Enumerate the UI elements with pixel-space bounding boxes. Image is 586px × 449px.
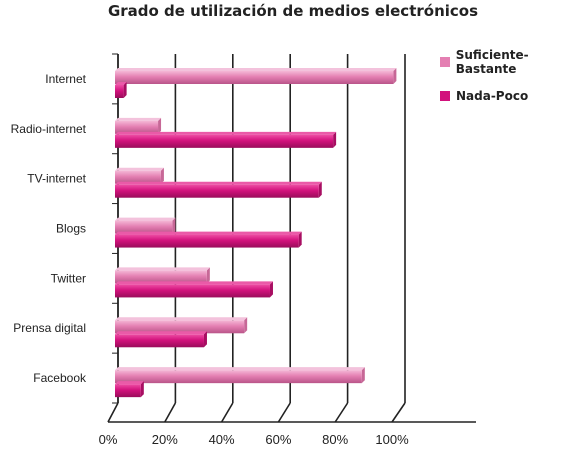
x-tick-label: 80%	[322, 432, 348, 447]
category-label: Radio-internet	[11, 122, 87, 136]
bar-nada-poco	[115, 234, 299, 248]
bar-top	[115, 117, 162, 121]
floor-line-1	[164, 402, 177, 423]
bar-top	[115, 381, 144, 385]
floor-line-4	[334, 402, 349, 423]
bar-cap	[203, 331, 207, 348]
legend-item-suficiente-bastante: Suficiente-Bastante	[440, 48, 586, 76]
bar-suficiente-bastante	[115, 270, 207, 284]
bar-suficiente-bastante	[115, 320, 245, 334]
x-tick-label: 60%	[265, 432, 291, 447]
legend: Suficiente-Bastante Nada-Poco	[440, 48, 586, 120]
bar-top	[115, 82, 127, 85]
bar-top	[115, 68, 397, 71]
bar-nada-poco	[115, 334, 204, 348]
legend-label-suficiente-bastante: Suficiente-Bastante	[455, 48, 529, 76]
bar-cap	[206, 267, 210, 284]
category-label: Twitter	[51, 271, 86, 285]
floor-line-5	[391, 402, 406, 423]
category-label: Blogs	[56, 222, 86, 236]
bar-nada-poco	[115, 384, 141, 398]
bar-cap	[318, 181, 322, 198]
bar-top	[115, 317, 248, 321]
bar-cap	[244, 317, 248, 334]
category-label: Internet	[45, 72, 86, 86]
bar-top	[115, 217, 176, 221]
floor-line-0	[107, 402, 119, 423]
bar-cap	[123, 82, 127, 98]
bar-cap	[298, 231, 302, 248]
bar-top	[115, 267, 210, 271]
bar-suficiente-bastante	[115, 71, 394, 84]
chart-title: Grado de utilización de medios electróni…	[107, 2, 479, 20]
bar-cap	[269, 281, 273, 298]
category-label: Prensa digital	[13, 321, 86, 335]
bars	[115, 68, 397, 398]
x-tick-label: 40%	[209, 432, 235, 447]
bar-suficiente-bastante	[115, 220, 173, 234]
x-tick-label: 20%	[152, 432, 178, 447]
bar-top	[115, 181, 322, 185]
x-tick-label: 100%	[375, 432, 409, 447]
floor-line-2	[220, 402, 234, 423]
bar-cap	[140, 381, 144, 398]
category-labels: Internet Radio-internet TV-internet Blogs Tw…	[11, 72, 87, 385]
x-tick-labels: 0% 20% 40% 60% 80% 100%	[99, 432, 409, 447]
bar-cap	[333, 131, 337, 148]
bar-suficiente-bastante	[115, 120, 159, 134]
bar-top	[115, 331, 207, 335]
bar-top	[115, 367, 365, 371]
bar-suficiente-bastante	[115, 370, 362, 384]
bar-nada-poco	[115, 284, 270, 298]
bar-top	[115, 281, 273, 285]
bar-top	[115, 231, 302, 235]
bar-nada-poco	[115, 85, 124, 98]
bar-cap	[361, 367, 365, 384]
bar-cap	[172, 217, 176, 234]
bar-top	[115, 131, 337, 135]
bar-cap	[158, 117, 162, 134]
legend-item-nada-poco: Nada-Poco	[440, 86, 586, 106]
legend-label-nada-poco: Nada-Poco	[456, 89, 529, 103]
bar-nada-poco	[115, 184, 319, 198]
category-label: Facebook	[33, 371, 87, 385]
legend-swatch-suficiente-bastante	[440, 57, 450, 67]
legend-swatch-nada-poco	[440, 91, 450, 101]
floor-line-3	[277, 402, 291, 423]
category-label: TV-internet	[27, 172, 86, 186]
bar-cap	[160, 167, 164, 184]
bar-nada-poco	[115, 134, 334, 148]
bar-cap	[393, 68, 397, 84]
x-tick-label: 0%	[99, 432, 118, 447]
bar-suficiente-bastante	[115, 170, 161, 184]
bar-top	[115, 167, 164, 171]
